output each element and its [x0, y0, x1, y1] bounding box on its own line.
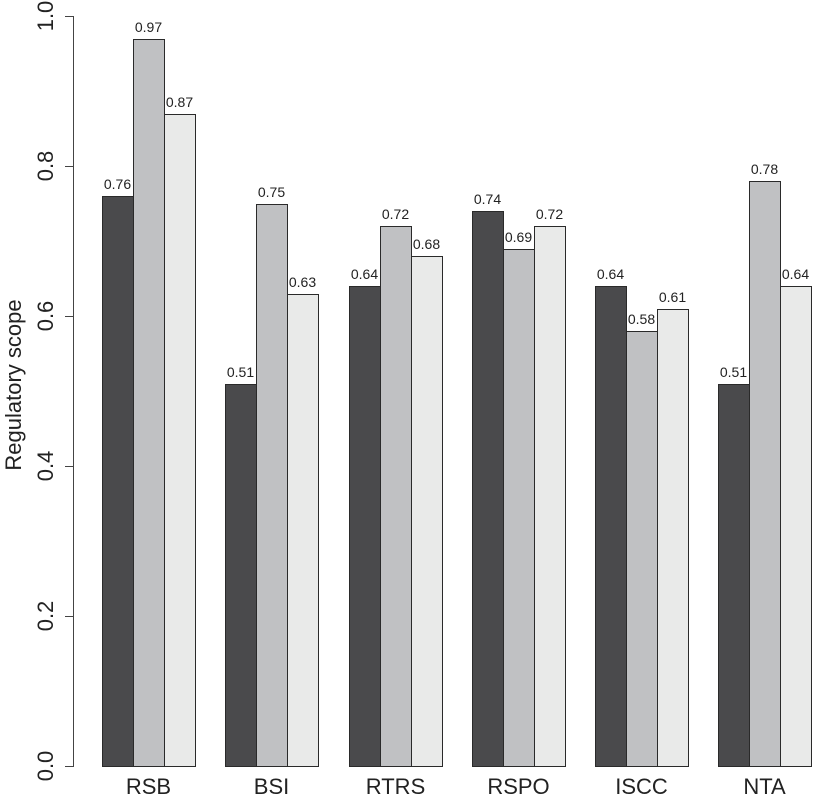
value-label: 0.69: [504, 229, 533, 245]
value-label: 0.74: [473, 191, 502, 207]
bar-nta-series-2: [749, 181, 781, 767]
value-label: 0.58: [627, 311, 656, 327]
value-label: 0.63: [288, 274, 317, 290]
value-label: 0.72: [535, 206, 564, 222]
bar-rspo-series-3: [534, 226, 566, 767]
y-tick: [65, 166, 73, 167]
bar-nta-series-1: [718, 384, 750, 767]
bar-bsi-series-3: [287, 294, 319, 767]
bar-nta-series-3: [780, 286, 812, 767]
x-category-label: RSPO: [487, 774, 550, 799]
y-axis-line: [73, 16, 74, 767]
y-tick-label: 1.0: [33, 0, 58, 32]
x-category-label: NTA: [743, 774, 786, 799]
value-label: 0.78: [750, 161, 779, 177]
bar-rspo-series-1: [472, 211, 504, 767]
y-tick-label: 0.6: [33, 300, 58, 332]
bar-rtrs-series-1: [349, 286, 381, 767]
bar-iscc-series-3: [657, 309, 689, 767]
bar-rsb-series-1: [102, 196, 134, 767]
bar-rtrs-series-3: [411, 256, 443, 767]
y-tick: [65, 616, 73, 617]
value-label: 0.97: [134, 19, 163, 35]
y-tick-label: 0.2: [33, 600, 58, 632]
value-label: 0.68: [412, 236, 441, 252]
bar-rtrs-series-2: [380, 226, 412, 767]
x-category-label: RTRS: [365, 774, 426, 799]
y-axis-title: Regulatory scope: [1, 299, 26, 471]
value-label: 0.51: [226, 364, 255, 380]
bar-iscc-series-2: [626, 331, 658, 767]
y-tick-label: 0.8: [33, 150, 58, 182]
y-tick-label: 0.4: [33, 450, 58, 482]
y-tick: [65, 316, 73, 317]
bar-rsb-series-3: [164, 114, 196, 767]
y-tick: [65, 766, 73, 767]
y-tick: [65, 16, 73, 17]
value-label: 0.72: [381, 206, 410, 222]
value-label: 0.64: [781, 266, 810, 282]
bar-rsb-series-2: [133, 39, 165, 767]
value-label: 0.87: [165, 94, 194, 110]
x-category-label: ISCC: [615, 774, 668, 799]
x-category-label: RSB: [125, 774, 172, 799]
value-label: 0.61: [658, 289, 687, 305]
value-label: 0.64: [350, 266, 379, 282]
bar-bsi-series-1: [225, 384, 257, 767]
x-category-label: BSI: [253, 774, 290, 799]
value-label: 0.76: [103, 176, 132, 192]
value-label: 0.75: [257, 184, 286, 200]
value-label: 0.51: [719, 364, 748, 380]
y-tick-label: 0.0: [33, 750, 58, 782]
y-tick: [65, 466, 73, 467]
bar-rspo-series-2: [503, 249, 535, 767]
bar-iscc-series-1: [595, 286, 627, 767]
value-label: 0.64: [596, 266, 625, 282]
